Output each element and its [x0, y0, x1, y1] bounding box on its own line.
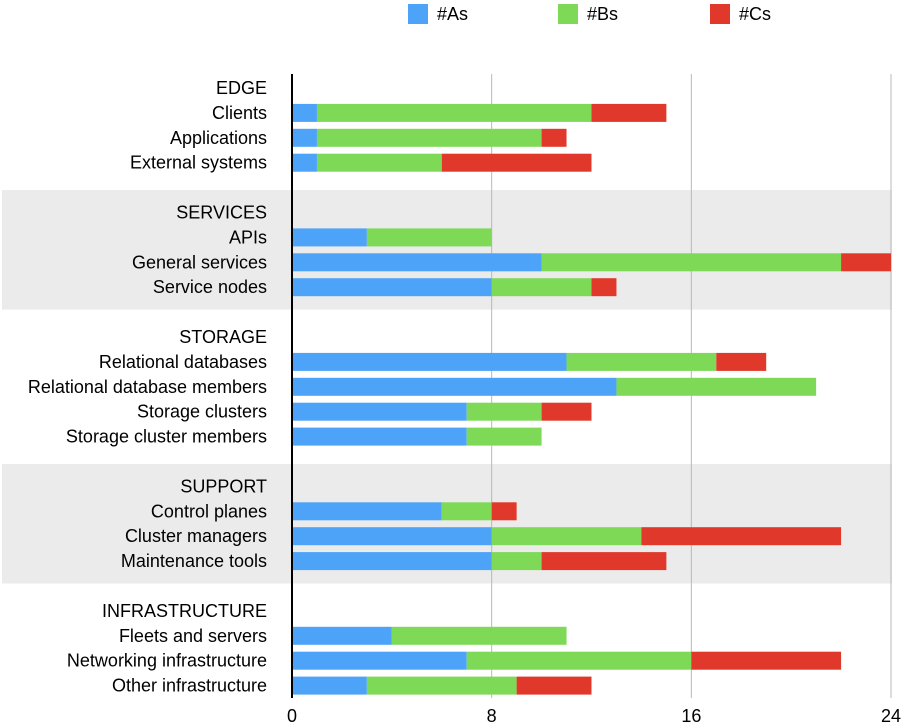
bar-as	[292, 103, 317, 122]
row-label: Networking infrastructure	[67, 651, 267, 671]
bar-bs	[491, 527, 642, 546]
bar-cs	[641, 527, 842, 546]
bar-bs	[391, 626, 567, 645]
row-label: Fleets and servers	[119, 626, 267, 646]
bar-cs	[591, 278, 617, 297]
bar-bs	[441, 502, 492, 521]
bar-as	[292, 651, 467, 670]
legend-swatch-bs	[558, 4, 578, 24]
group-header: SERVICES	[176, 203, 267, 223]
bar-as	[292, 427, 467, 446]
bar-as	[292, 402, 467, 421]
bar-as	[292, 527, 492, 546]
legend-label: #Cs	[739, 4, 771, 24]
bar-as	[292, 128, 317, 147]
bar-cs	[716, 352, 767, 371]
x-tick-label: 24	[881, 706, 901, 726]
group-header: SUPPORT	[180, 476, 267, 496]
bar-as	[292, 352, 567, 371]
row-label: APIs	[229, 227, 267, 247]
bar-bs	[366, 676, 517, 695]
bar-bs	[466, 651, 692, 670]
bar-as	[292, 377, 617, 396]
group-header: EDGE	[216, 78, 267, 98]
legend-swatch-cs	[710, 4, 730, 24]
bar-cs	[591, 103, 667, 122]
bar-cs	[841, 253, 891, 272]
bar-bs	[466, 427, 542, 446]
bar-cs	[541, 552, 667, 571]
row-label: Storage cluster members	[66, 427, 267, 447]
row-label: Cluster managers	[125, 526, 267, 546]
legend-swatch-as	[408, 4, 428, 24]
row-label: Relational databases	[99, 352, 267, 372]
bar-bs	[541, 253, 842, 272]
bar-as	[292, 278, 492, 297]
row-label: Control planes	[151, 501, 267, 521]
group-header: INFRASTRUCTURE	[102, 601, 267, 621]
bar-bs	[491, 278, 592, 297]
row-label: Clients	[212, 103, 267, 123]
bar-cs	[441, 153, 592, 172]
bar-bs	[316, 153, 442, 172]
bar-bs	[566, 352, 717, 371]
group-header: STORAGE	[179, 327, 267, 347]
row-label: Other infrastructure	[112, 676, 267, 696]
row-label: External systems	[130, 153, 267, 173]
bar-as	[292, 153, 317, 172]
legend-label: #Bs	[587, 4, 618, 24]
x-tick-label: 16	[681, 706, 701, 726]
bar-bs	[616, 377, 817, 396]
row-label: Relational database members	[28, 377, 267, 397]
row-label: Applications	[170, 128, 267, 148]
bar-bs	[316, 103, 592, 122]
bar-as	[292, 502, 442, 521]
row-label: Service nodes	[153, 277, 267, 297]
x-tick-label: 8	[487, 706, 497, 726]
bar-bs	[316, 128, 542, 147]
bar-cs	[516, 676, 592, 695]
row-label: Storage clusters	[137, 402, 267, 422]
bar-cs	[541, 402, 592, 421]
bar-as	[292, 228, 367, 247]
bar-as	[292, 253, 542, 272]
legend-label: #As	[437, 4, 468, 24]
bar-as	[292, 626, 392, 645]
bar-as	[292, 676, 367, 695]
bar-bs	[466, 402, 542, 421]
bar-bs	[366, 228, 492, 247]
row-label: General services	[132, 252, 267, 272]
bar-bs	[491, 552, 542, 571]
bar-cs	[691, 651, 842, 670]
bar-as	[292, 552, 492, 571]
bar-cs	[541, 128, 567, 147]
bar-cs	[491, 502, 517, 521]
x-tick-label: 0	[287, 706, 297, 726]
row-label: Maintenance tools	[121, 551, 267, 571]
